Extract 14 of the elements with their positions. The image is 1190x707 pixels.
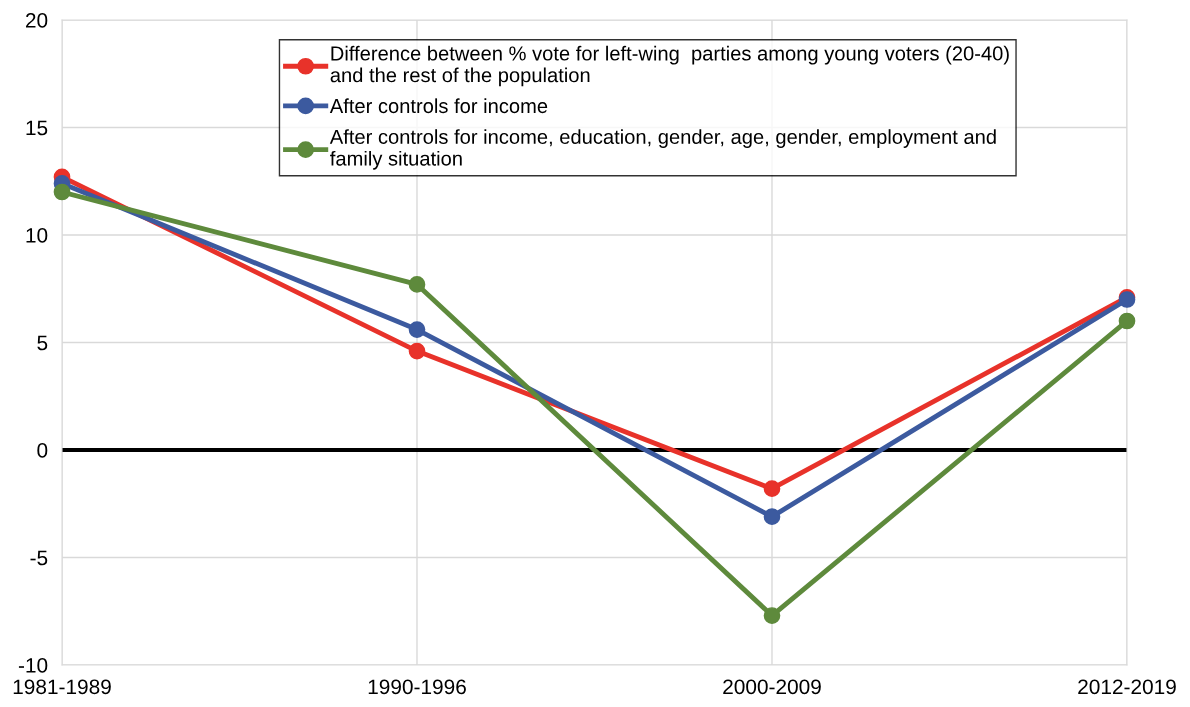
y-tick-label: 10 — [26, 228, 48, 243]
legend-label: After controls for income, education, gender, age, gender, employment and family situation — [329, 129, 996, 170]
x-tick-label: 2012-2019 — [1078, 679, 1176, 695]
y-tick-label: 5 — [37, 335, 48, 351]
y-tick-label: -10 — [18, 658, 48, 673]
y-tick-label: -5 — [30, 550, 48, 566]
x-tick-label: 2000-2009 — [723, 679, 821, 695]
y-tick-label: 0 — [37, 443, 48, 458]
x-tick-label: 1990-1996 — [368, 679, 466, 695]
legend-label: After controls for income — [329, 98, 548, 114]
y-tick-label: 15 — [26, 120, 48, 136]
x-tick-label: 1981-1989 — [13, 679, 111, 695]
legend-label: Difference between % vote for left-wing parties among young voters (20-40) and the rest of the population — [330, 45, 1009, 87]
y-tick-label: 20 — [25, 13, 48, 28]
